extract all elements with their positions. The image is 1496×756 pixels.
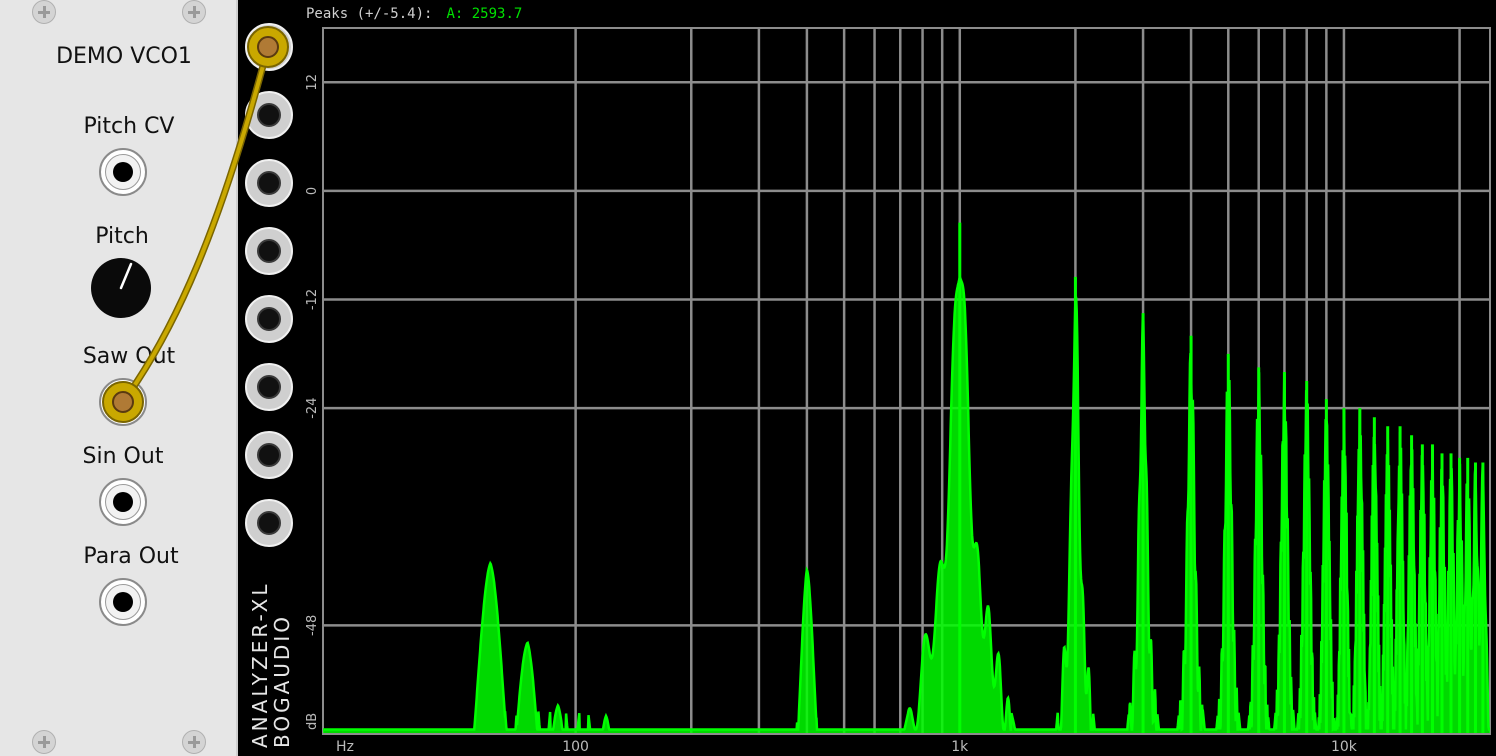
x-tick-label: Hz xyxy=(336,739,354,755)
y-unit-label: dB xyxy=(305,713,320,730)
y-tick-label: 12 xyxy=(305,74,320,91)
spectrum-fill xyxy=(323,278,1490,734)
y-tick-label: -12 xyxy=(305,289,320,310)
y-tick-label: -24 xyxy=(305,398,320,419)
y-tick-label: -48 xyxy=(305,615,320,636)
x-tick-label: 100 xyxy=(562,739,589,755)
y-tick-label: 0 xyxy=(305,187,320,195)
x-tick-label: 10k xyxy=(1331,739,1358,755)
x-tick-label: 1k xyxy=(951,739,969,755)
peak-readout-label: Peaks (+/-5.4): xyxy=(306,6,432,22)
peak-readout: Peaks (+/-5.4): A: 2593.7 xyxy=(306,6,522,22)
peak-readout-value: A: 2593.7 xyxy=(446,6,522,22)
